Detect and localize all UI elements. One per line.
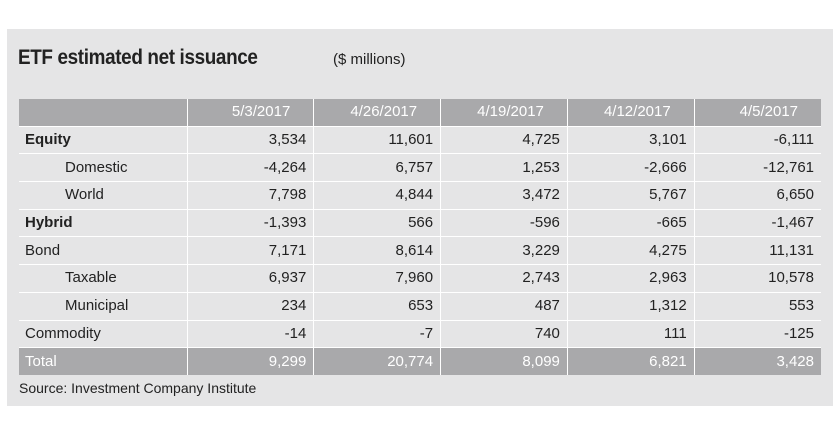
table-cell: -1,467 (693, 208, 821, 237)
table-cell: 4,725 (440, 125, 568, 154)
row-label: Domestic (19, 153, 187, 182)
table-cell: 6,757 (313, 153, 441, 182)
table-cell: 553 (693, 291, 821, 320)
total-cell: 9,299 (186, 347, 314, 375)
table-cell: 8,614 (313, 236, 441, 265)
table-row: Equity 3,534 11,601 4,725 3,101 -6,111 (19, 125, 821, 154)
table-cell: -125 (693, 319, 821, 348)
table-cell: 7,960 (313, 264, 441, 293)
source-note: Source: Investment Company Institute (19, 380, 257, 396)
etf-issuance-panel: ETF estimated net issuance ($ millions) … (7, 29, 833, 406)
table-cell: 3,229 (440, 236, 568, 265)
total-label: Total (19, 347, 187, 375)
total-cell: 20,774 (313, 347, 441, 375)
row-label: World (19, 181, 187, 210)
header-corner (19, 99, 187, 127)
column-header: 4/12/2017 (566, 99, 695, 127)
table-row: Bond 7,171 8,614 3,229 4,275 11,131 (19, 236, 821, 265)
issuance-table: 5/3/2017 4/26/2017 4/19/2017 4/12/2017 4… (19, 99, 821, 375)
row-label: Equity (19, 125, 187, 154)
table-cell: 111 (566, 319, 695, 348)
table-row: Domestic -4,264 6,757 1,253 -2,666 -12,761 (19, 153, 821, 182)
table-cell: 1,253 (440, 153, 568, 182)
page-title: ETF estimated net issuance (18, 46, 258, 69)
table-cell: 10,578 (693, 264, 821, 293)
table-cell: -596 (440, 208, 568, 237)
table-cell: 6,937 (186, 264, 314, 293)
table-cell: -4,264 (186, 153, 314, 182)
table-cell: 6,650 (693, 181, 821, 210)
row-label: Municipal (19, 291, 187, 320)
table-row: Taxable 6,937 7,960 2,743 2,963 10,578 (19, 264, 821, 293)
table-cell: 3,534 (186, 125, 314, 154)
table-cell: 3,101 (566, 125, 695, 154)
column-header: 4/19/2017 (440, 99, 568, 127)
table-cell: 4,844 (313, 181, 441, 210)
table-cell: -665 (566, 208, 695, 237)
table-cell: -14 (186, 319, 314, 348)
table-cell: -2,666 (566, 153, 695, 182)
table-cell: 653 (313, 291, 441, 320)
table-row: Commodity -14 -7 740 111 -125 (19, 319, 821, 348)
table-cell: 3,472 (440, 181, 568, 210)
table-cell: -1,393 (186, 208, 314, 237)
table-header-row: 5/3/2017 4/26/2017 4/19/2017 4/12/2017 4… (19, 99, 821, 127)
table-cell: 1,312 (566, 291, 695, 320)
row-label: Commodity (19, 319, 187, 348)
table-row: Municipal 234 653 487 1,312 553 (19, 291, 821, 320)
table-cell: 11,131 (693, 236, 821, 265)
table-cell: -12,761 (693, 153, 821, 182)
column-header: 4/26/2017 (313, 99, 441, 127)
units-note: ($ millions) (333, 51, 406, 68)
row-label: Taxable (19, 264, 187, 293)
total-row: Total 9,299 20,774 8,099 6,821 3,428 (19, 347, 821, 375)
table-cell: 234 (186, 291, 314, 320)
table-cell: 5,767 (566, 181, 695, 210)
table-cell: -7 (313, 319, 441, 348)
table-cell: 7,798 (186, 181, 314, 210)
total-cell: 8,099 (440, 347, 568, 375)
total-cell: 3,428 (693, 347, 821, 375)
table-cell: 566 (313, 208, 441, 237)
table-cell: 487 (440, 291, 568, 320)
total-cell: 6,821 (566, 347, 695, 375)
table-cell: 740 (440, 319, 568, 348)
table-row: World 7,798 4,844 3,472 5,767 6,650 (19, 181, 821, 210)
table-cell: 7,171 (186, 236, 314, 265)
table-cell: 11,601 (313, 125, 441, 154)
table-row: Hybrid -1,393 566 -596 -665 -1,467 (19, 208, 821, 237)
row-label: Bond (19, 236, 187, 265)
table-cell: 2,963 (566, 264, 695, 293)
table-cell: -6,111 (693, 125, 821, 154)
row-label: Hybrid (19, 208, 187, 237)
table-cell: 4,275 (566, 236, 695, 265)
column-header: 4/5/2017 (693, 99, 821, 127)
table-cell: 2,743 (440, 264, 568, 293)
column-header: 5/3/2017 (186, 99, 314, 127)
